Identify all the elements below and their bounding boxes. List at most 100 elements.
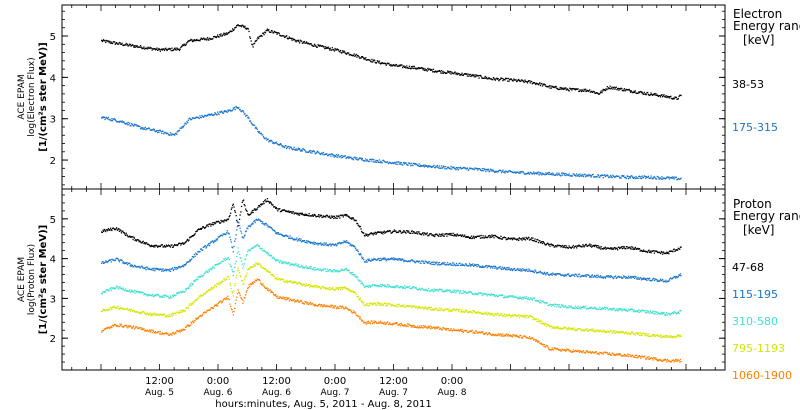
data-point	[591, 245, 593, 247]
data-point	[541, 272, 543, 274]
data-point	[154, 295, 156, 297]
data-point	[202, 294, 204, 297]
data-point	[591, 174, 593, 176]
data-point	[264, 199, 267, 201]
data-point	[648, 249, 650, 251]
data-point	[425, 69, 428, 71]
data-point	[483, 237, 486, 239]
data-point	[432, 309, 434, 311]
data-point	[623, 246, 626, 248]
data-point	[176, 293, 179, 295]
data-point	[625, 248, 627, 250]
data-point	[118, 288, 120, 290]
data-point	[670, 177, 673, 179]
data-point	[494, 295, 497, 297]
data-point	[604, 175, 606, 178]
data-point	[417, 67, 419, 70]
data-point	[290, 237, 292, 239]
data-point	[494, 234, 496, 237]
data-point	[540, 83, 542, 85]
data-point	[492, 267, 494, 269]
data-point	[164, 315, 166, 317]
data-point	[215, 240, 217, 242]
data-point	[611, 276, 613, 278]
data-point	[557, 273, 559, 275]
data-point	[581, 306, 583, 308]
data-point	[294, 282, 297, 284]
data-point	[466, 311, 469, 313]
data-point	[330, 217, 332, 219]
data-point	[479, 237, 482, 239]
data-point	[339, 270, 341, 272]
data-point	[264, 268, 266, 270]
data-point	[429, 165, 431, 167]
data-point	[423, 232, 426, 234]
data-point	[366, 302, 368, 305]
data-point	[518, 172, 520, 174]
data-point	[665, 252, 667, 255]
data-point	[335, 270, 337, 272]
data-point	[419, 260, 421, 262]
data-point	[665, 314, 667, 316]
data-point	[221, 110, 223, 112]
data-point	[388, 284, 390, 286]
data-point	[453, 235, 455, 237]
data-point	[564, 88, 566, 90]
data-point	[197, 39, 199, 41]
data-point	[328, 269, 330, 272]
data-point	[120, 121, 123, 123]
data-point	[567, 88, 569, 91]
data-point	[582, 245, 585, 247]
data-point	[313, 243, 316, 245]
data-point	[479, 74, 482, 77]
data-point	[168, 134, 170, 136]
data-point	[107, 230, 109, 232]
data-point	[451, 290, 454, 292]
data-point	[236, 270, 239, 272]
data-point	[642, 250, 644, 253]
data-point	[470, 167, 472, 170]
data-point	[435, 233, 437, 235]
data-point	[316, 285, 318, 287]
data-point	[248, 214, 250, 216]
data-point	[673, 276, 675, 278]
data-point	[298, 282, 301, 284]
data-point	[397, 65, 399, 67]
data-point	[225, 232, 228, 234]
data-point	[453, 262, 455, 264]
data-point	[502, 79, 504, 82]
data-point	[454, 264, 456, 267]
data-point	[603, 89, 605, 91]
data-point	[542, 241, 544, 243]
data-point	[358, 158, 360, 160]
data-point	[222, 280, 224, 283]
data-point	[457, 310, 460, 312]
data-point	[153, 267, 155, 270]
data-point	[161, 313, 163, 316]
data-point	[350, 157, 353, 159]
data-point	[154, 294, 157, 296]
data-point	[494, 294, 496, 296]
data-point	[311, 268, 314, 270]
data-point	[476, 266, 478, 268]
data-point	[125, 262, 127, 264]
data-point	[339, 155, 342, 157]
data-point	[206, 114, 209, 117]
data-point	[628, 176, 630, 178]
data-point	[348, 54, 350, 56]
data-point	[336, 244, 338, 246]
data-point	[420, 289, 422, 291]
data-point	[331, 286, 333, 289]
data-point	[305, 265, 308, 267]
data-point	[485, 169, 488, 171]
data-point	[394, 65, 396, 67]
data-point	[494, 78, 496, 81]
data-point	[103, 228, 105, 231]
data-point	[174, 294, 176, 297]
data-point	[408, 286, 410, 288]
data-point	[556, 246, 558, 248]
data-point	[346, 156, 348, 159]
data-point	[507, 314, 510, 317]
data-point	[544, 302, 546, 304]
data-point	[198, 251, 200, 253]
